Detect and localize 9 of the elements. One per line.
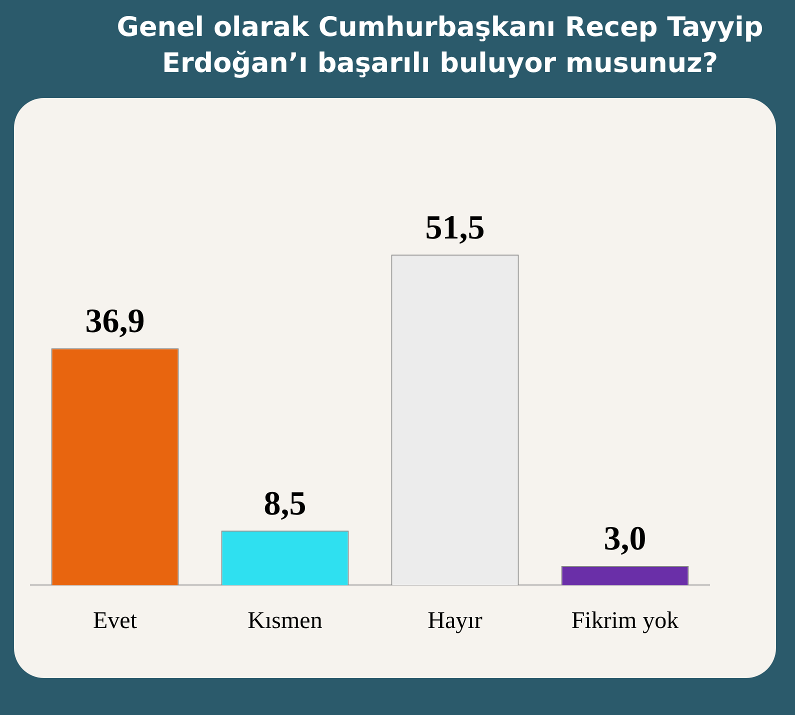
data-label: 8,5 — [264, 485, 306, 522]
data-label: 51,5 — [425, 209, 485, 246]
x-tick-label: Kısmen — [248, 608, 322, 634]
data-label: 3,0 — [604, 520, 646, 558]
x-tick-label: Hayır — [428, 608, 482, 634]
x-tick-label: Fikrim yok — [571, 608, 679, 634]
data-label: 36,9 — [85, 303, 145, 340]
chart-title: Genel olarak Cumhurbaşkanı Recep Tayyip Erdoğan’ı başarılı buluyor musunuz? — [116, 11, 764, 81]
x-tick-label: Evet — [93, 608, 138, 634]
